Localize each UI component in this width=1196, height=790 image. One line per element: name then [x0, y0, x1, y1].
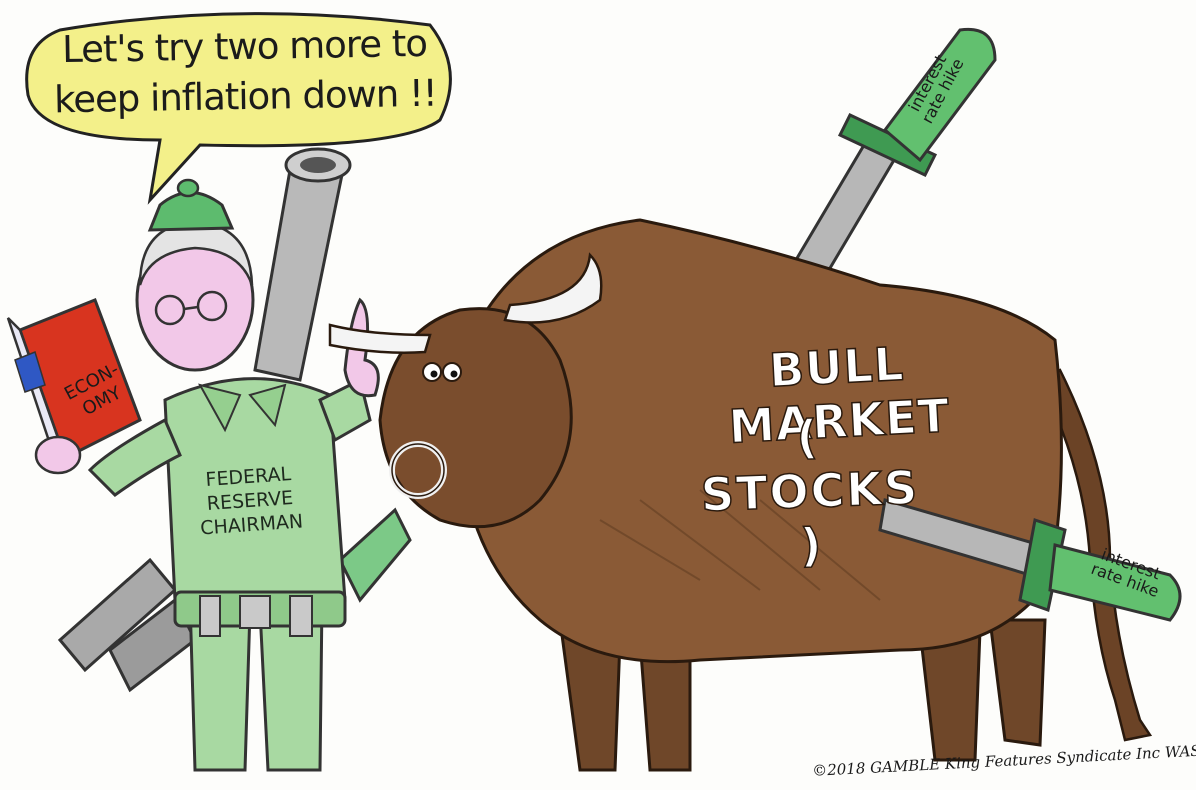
launcher-tube [57, 147, 412, 693]
economy-book [6, 298, 142, 475]
chairman-shirt-label: FEDERAL RESERVE CHAIRMAN [168, 460, 333, 543]
speech-bubble [25, 12, 452, 205]
speech-line-1: Let's try two more to [61, 21, 428, 72]
speech-bubble-text: Let's try two more to keep inflation dow… [39, 18, 451, 125]
sword-top [787, 27, 997, 287]
speech-line-2: keep inflation down !! [53, 71, 438, 122]
sword-bottom [878, 498, 1182, 622]
bull-label-line-2: ( STOCKS ) [699, 409, 920, 573]
